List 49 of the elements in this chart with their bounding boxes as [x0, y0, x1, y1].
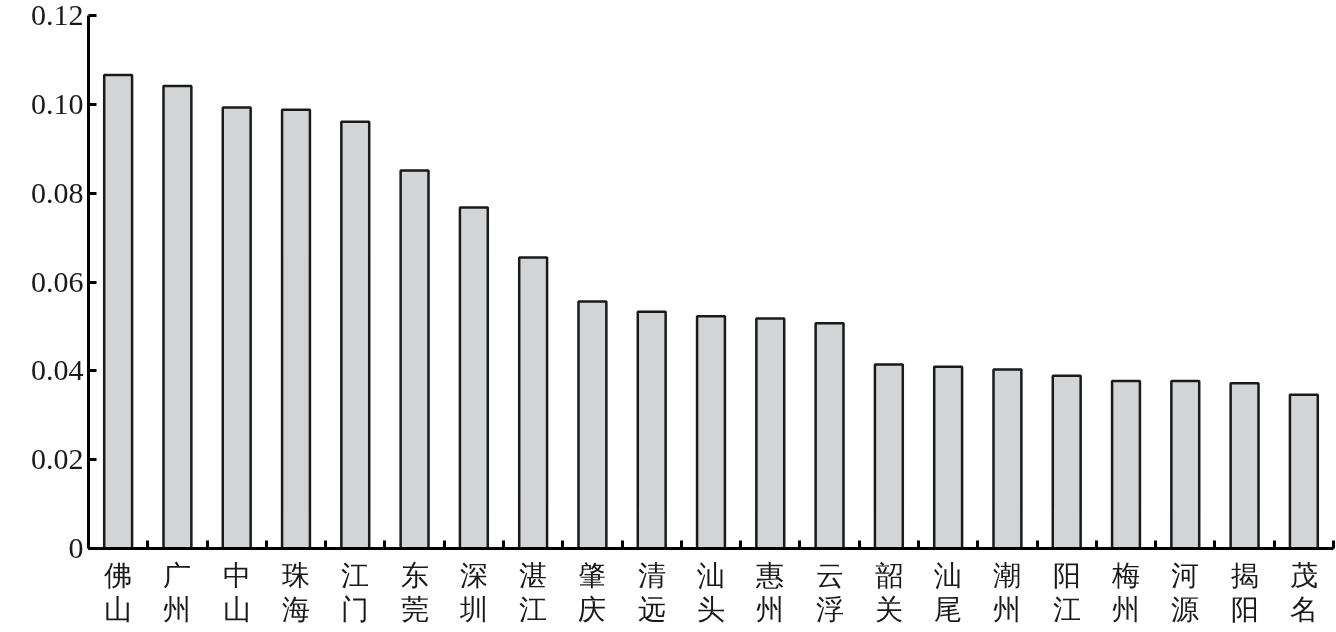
bar	[340, 120, 371, 549]
x-tick-label: 广州	[163, 559, 192, 625]
y-tick-label: 0.12	[31, 0, 84, 31]
bar	[814, 322, 845, 549]
x-tick-label: 中山	[222, 559, 251, 625]
x-tick-label: 东莞	[400, 559, 429, 625]
bar	[1170, 379, 1201, 549]
bar	[162, 84, 193, 549]
x-tick-label: 清远	[637, 559, 666, 625]
bar	[873, 363, 905, 549]
bar	[221, 106, 252, 549]
y-tick-label: 0.10	[31, 86, 84, 120]
y-tick-label: 0.08	[31, 175, 84, 209]
x-tick-label: 河源	[1171, 559, 1200, 625]
x-tick-label: 珠海	[282, 559, 310, 625]
bar	[1051, 374, 1082, 549]
x-tick-label: 韶关	[874, 559, 903, 625]
x-tick-label: 茂名	[1289, 559, 1318, 625]
x-tick-label: 湛江	[519, 559, 548, 625]
bar	[1288, 393, 1320, 549]
bar	[932, 365, 964, 549]
bar	[1229, 382, 1260, 549]
bar	[755, 317, 786, 549]
y-tick-label: 0.06	[31, 264, 84, 298]
x-tick-label: 揭阳	[1230, 559, 1259, 625]
y-tick-label: 0	[68, 531, 84, 564]
x-tick-label: 深圳	[458, 559, 488, 625]
x-tick-label: 汕尾	[934, 559, 963, 625]
x-tick-label: 惠州	[755, 559, 785, 625]
x-tick-label: 江门	[341, 559, 370, 625]
x-tick-label: 云浮	[815, 559, 844, 625]
bar	[1110, 379, 1142, 549]
x-tick-label: 梅州	[1111, 559, 1140, 625]
bar	[577, 300, 608, 549]
bar	[399, 169, 430, 549]
x-tick-label: 阳江	[1052, 559, 1081, 625]
y-tick-label: 0.04	[31, 353, 84, 387]
x-tick-label: 汕头	[697, 559, 725, 625]
bar	[695, 314, 727, 549]
bar	[280, 108, 312, 549]
bar	[458, 206, 490, 549]
bar	[102, 73, 134, 549]
bar	[517, 256, 549, 549]
bar	[636, 310, 667, 549]
x-tick-label: 佛山	[104, 559, 133, 625]
bar	[992, 368, 1023, 549]
x-tick-label: 潮州	[993, 559, 1022, 625]
x-tick-label: 肇庆	[578, 559, 607, 625]
y-tick-label: 0.02	[31, 442, 84, 476]
